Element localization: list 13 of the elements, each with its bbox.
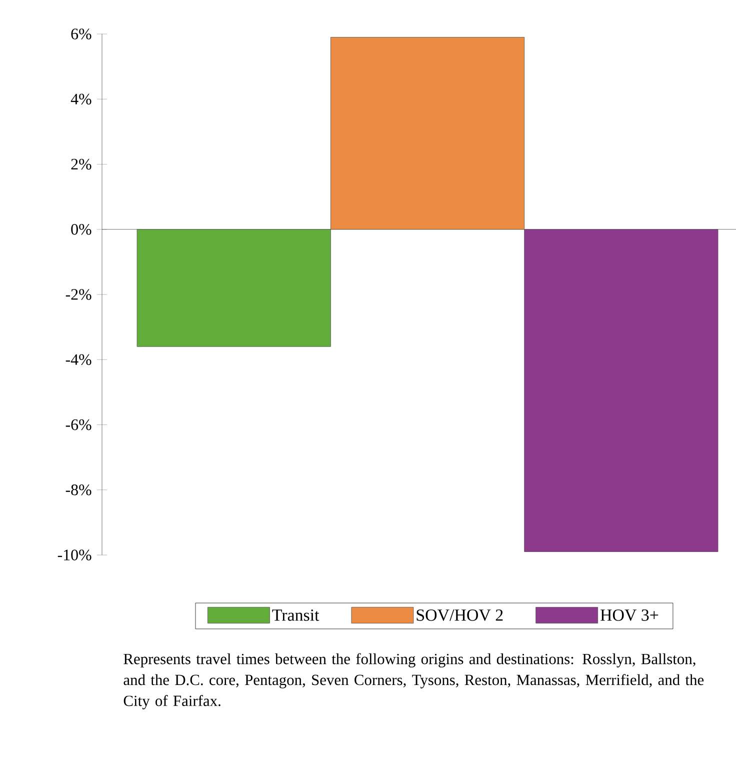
y-tick-label: 2% bbox=[71, 158, 92, 170]
y-tick-label: -4% bbox=[66, 354, 92, 366]
y-tick-label: -8% bbox=[66, 484, 92, 496]
text: Represents travel times between the following origins and destinations: Rosslyn, Ballston, and the D.C. core, Pentagon, Seven Corners, Tysons, Reston, Manassas, Merrifield, and the City of Fairfax. bbox=[124, 653, 704, 710]
y-tick-label: 0% bbox=[71, 224, 92, 235]
y-tick-label: 4% bbox=[70, 94, 92, 105]
legend-label: SOV/HOV 2 bbox=[416, 609, 503, 621]
y-tick-label: -6% bbox=[66, 419, 92, 430]
y-tick-label: 6% bbox=[71, 28, 92, 40]
legend-label: HOV 3+ bbox=[600, 609, 658, 621]
y-tick-label: -10% bbox=[58, 550, 92, 560]
legend-label: Transit bbox=[272, 609, 320, 621]
y-tick-label: -2% bbox=[66, 289, 92, 300]
